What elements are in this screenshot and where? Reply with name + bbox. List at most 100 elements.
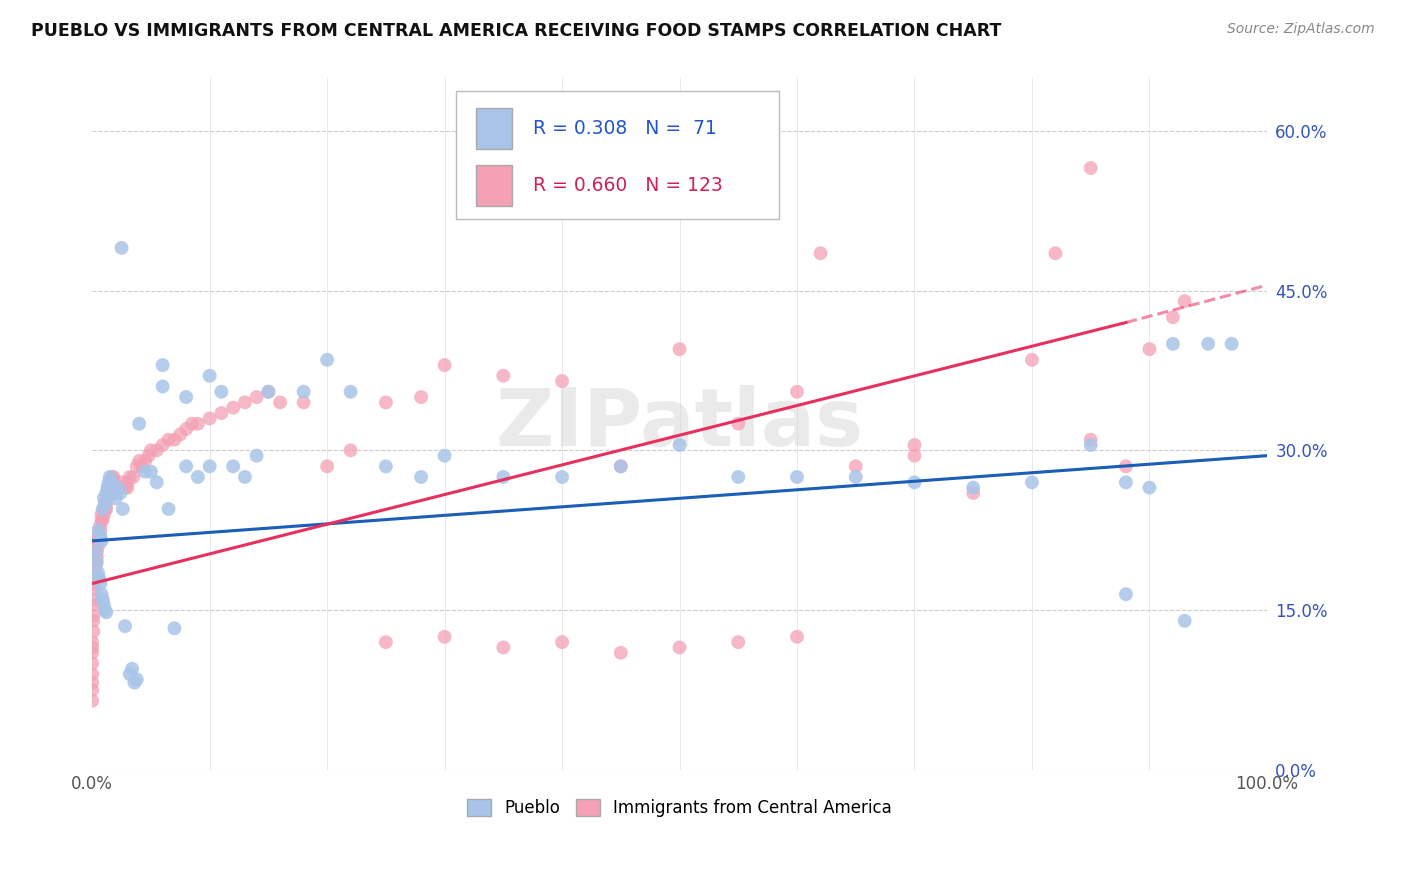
- Point: [91, 502, 114, 516]
- Point: [122, 470, 145, 484]
- Point: [257, 384, 280, 399]
- Point: [668, 438, 690, 452]
- Point: [82, 624, 104, 639]
- Point: [1220, 336, 1243, 351]
- Point: [845, 459, 868, 474]
- Point: [87, 539, 110, 553]
- Point: [107, 481, 129, 495]
- Point: [82, 614, 104, 628]
- Text: R = 0.660   N = 123: R = 0.660 N = 123: [533, 176, 723, 195]
- Point: [727, 470, 749, 484]
- Point: [222, 401, 245, 415]
- Point: [87, 523, 110, 537]
- Point: [727, 635, 749, 649]
- Point: [82, 598, 104, 612]
- Text: PUEBLO VS IMMIGRANTS FROM CENTRAL AMERICA RECEIVING FOOD STAMPS CORRELATION CHAR: PUEBLO VS IMMIGRANTS FROM CENTRAL AMERIC…: [31, 22, 1001, 40]
- Point: [146, 475, 169, 490]
- Point: [786, 384, 808, 399]
- Point: [110, 241, 132, 255]
- Point: [246, 449, 269, 463]
- Point: [1080, 161, 1102, 175]
- Point: [810, 246, 832, 260]
- Point: [93, 502, 115, 516]
- Point: [82, 667, 104, 681]
- Point: [110, 486, 132, 500]
- Point: [82, 657, 104, 671]
- Point: [110, 475, 132, 490]
- Point: [96, 502, 118, 516]
- Point: [157, 502, 180, 516]
- Point: [845, 470, 868, 484]
- Point: [90, 587, 112, 601]
- Point: [1021, 475, 1043, 490]
- Point: [83, 582, 105, 596]
- Point: [246, 390, 269, 404]
- Point: [198, 459, 221, 474]
- FancyBboxPatch shape: [457, 91, 779, 219]
- Point: [1197, 336, 1219, 351]
- Point: [89, 528, 111, 542]
- Point: [82, 635, 104, 649]
- Point: [1115, 459, 1137, 474]
- Point: [492, 640, 515, 655]
- Point: [433, 630, 456, 644]
- Point: [83, 592, 105, 607]
- Point: [86, 549, 108, 564]
- Point: [86, 555, 108, 569]
- Point: [103, 470, 125, 484]
- Point: [84, 555, 107, 569]
- Point: [492, 368, 515, 383]
- Point: [96, 491, 118, 506]
- Point: [117, 481, 139, 495]
- Point: [139, 443, 162, 458]
- Point: [87, 528, 110, 542]
- Point: [187, 470, 209, 484]
- Point: [82, 675, 104, 690]
- Point: [1139, 481, 1161, 495]
- Point: [84, 560, 107, 574]
- Point: [82, 683, 104, 698]
- Point: [411, 470, 433, 484]
- Point: [121, 662, 143, 676]
- Point: [94, 497, 117, 511]
- Point: [91, 513, 114, 527]
- Point: [269, 395, 291, 409]
- Point: [128, 454, 150, 468]
- Text: Source: ZipAtlas.com: Source: ZipAtlas.com: [1227, 22, 1375, 37]
- Point: [128, 417, 150, 431]
- Point: [138, 449, 160, 463]
- Point: [962, 481, 984, 495]
- Point: [610, 459, 633, 474]
- Point: [89, 576, 111, 591]
- Point: [903, 475, 925, 490]
- Point: [82, 646, 104, 660]
- Point: [292, 395, 315, 409]
- Point: [82, 640, 104, 655]
- Point: [198, 411, 221, 425]
- Point: [187, 417, 209, 431]
- Point: [96, 605, 118, 619]
- Point: [668, 640, 690, 655]
- Point: [786, 630, 808, 644]
- Point: [209, 406, 232, 420]
- Point: [1021, 352, 1043, 367]
- Point: [233, 470, 256, 484]
- Point: [134, 454, 156, 468]
- FancyBboxPatch shape: [477, 108, 512, 150]
- Point: [374, 459, 396, 474]
- Point: [551, 470, 574, 484]
- Point: [100, 475, 122, 490]
- Point: [90, 533, 112, 548]
- Point: [93, 598, 115, 612]
- Point: [209, 384, 232, 399]
- Point: [98, 486, 121, 500]
- Point: [101, 481, 124, 495]
- Point: [117, 475, 139, 490]
- Point: [174, 390, 197, 404]
- Point: [103, 486, 125, 500]
- Point: [91, 592, 114, 607]
- Point: [1174, 614, 1197, 628]
- Point: [84, 544, 107, 558]
- Point: [174, 422, 197, 436]
- Point: [82, 608, 104, 623]
